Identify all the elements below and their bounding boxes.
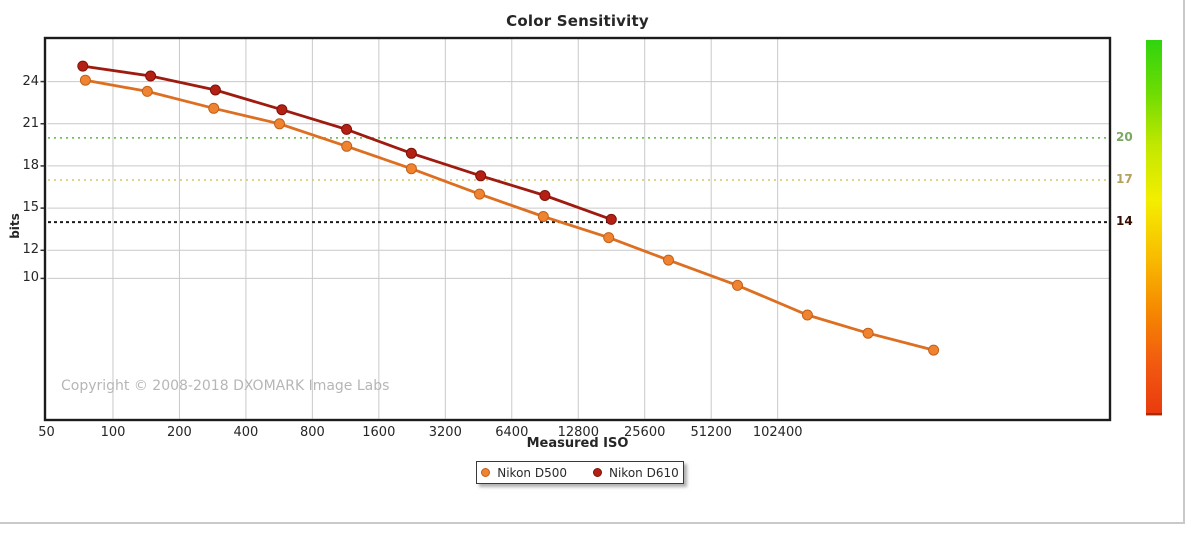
x-tick-label: 51200 bbox=[690, 425, 732, 440]
x-tick-label: 800 bbox=[299, 425, 325, 440]
legend: Nikon D500 Nikon D610 bbox=[476, 461, 684, 484]
data-point[interactable] bbox=[801, 309, 813, 321]
data-point[interactable] bbox=[537, 211, 549, 222]
data-point[interactable] bbox=[79, 74, 91, 86]
data-point[interactable] bbox=[405, 163, 417, 175]
y-tick-label: 21 bbox=[22, 115, 39, 131]
x-tick-label: 50 bbox=[38, 425, 55, 440]
x-tick-label: 102400 bbox=[752, 425, 803, 440]
data-point[interactable] bbox=[603, 232, 615, 244]
data-point[interactable] bbox=[209, 84, 221, 96]
data-point[interactable] bbox=[862, 327, 874, 339]
x-tick-label: 25600 bbox=[624, 425, 666, 440]
x-tick-label: 6400 bbox=[495, 425, 529, 440]
x-tick-label: 3200 bbox=[428, 425, 462, 440]
x-gridlines bbox=[112, 39, 779, 419]
legend-label: Nikon D610 bbox=[609, 465, 679, 480]
series-nikon-d500 bbox=[79, 74, 940, 356]
data-point[interactable] bbox=[141, 85, 153, 97]
y-tick-label: 18 bbox=[22, 157, 39, 173]
ref-line-label: 20 bbox=[1116, 129, 1133, 144]
data-point[interactable] bbox=[274, 118, 285, 130]
data-point[interactable] bbox=[475, 170, 487, 182]
ref-line-label: 14 bbox=[1116, 214, 1133, 229]
reference-lines bbox=[48, 137, 1108, 224]
x-axis-title: Measured ISO bbox=[526, 436, 629, 451]
series-line bbox=[85, 78, 934, 352]
data-point[interactable] bbox=[732, 279, 743, 291]
x-tick-label: 100 bbox=[100, 425, 126, 440]
data-point[interactable] bbox=[276, 104, 288, 116]
y-tick-label: 15 bbox=[22, 200, 39, 216]
legend-label: Nikon D500 bbox=[497, 465, 567, 480]
data-point[interactable] bbox=[341, 123, 353, 135]
y-gridlines bbox=[40, 80, 1109, 280]
data-point[interactable] bbox=[341, 140, 353, 152]
series-marker-icon bbox=[481, 468, 491, 477]
x-tick-label: 200 bbox=[166, 425, 192, 440]
data-point[interactable] bbox=[928, 344, 940, 356]
x-tick-label: 400 bbox=[233, 425, 259, 440]
series-marker-icon bbox=[593, 468, 602, 477]
data-point[interactable] bbox=[145, 70, 157, 82]
data-point[interactable] bbox=[77, 60, 89, 72]
data-point[interactable] bbox=[405, 147, 417, 159]
copyright-text: Copyright © 2008-2018 DXOMARK Image Labs bbox=[61, 378, 390, 394]
data-point[interactable] bbox=[605, 213, 617, 225]
x-tick-label: 1600 bbox=[362, 425, 396, 440]
frame-lines bbox=[0, 0, 1185, 524]
data-point[interactable] bbox=[474, 188, 485, 200]
chart-title: Color Sensitivity bbox=[506, 12, 649, 30]
y-tick-label: 12 bbox=[22, 242, 39, 258]
y-tick-label: 24 bbox=[22, 73, 39, 89]
x-tick-label: 12800 bbox=[557, 425, 599, 440]
data-point[interactable] bbox=[539, 190, 551, 201]
y-tick-label: 10 bbox=[22, 270, 39, 286]
plot-border bbox=[43, 36, 1112, 422]
legend-entry-nikon-d500[interactable]: Nikon D500 bbox=[481, 466, 567, 480]
y-axis-title: bits bbox=[7, 213, 22, 239]
score-colorbar bbox=[1146, 40, 1162, 416]
legend-entry-nikon-d610[interactable]: Nikon D610 bbox=[593, 466, 679, 480]
data-point[interactable] bbox=[208, 102, 220, 114]
data-point[interactable] bbox=[663, 254, 674, 266]
series-nikon-d610 bbox=[77, 60, 617, 225]
ref-line-label: 17 bbox=[1116, 172, 1133, 186]
